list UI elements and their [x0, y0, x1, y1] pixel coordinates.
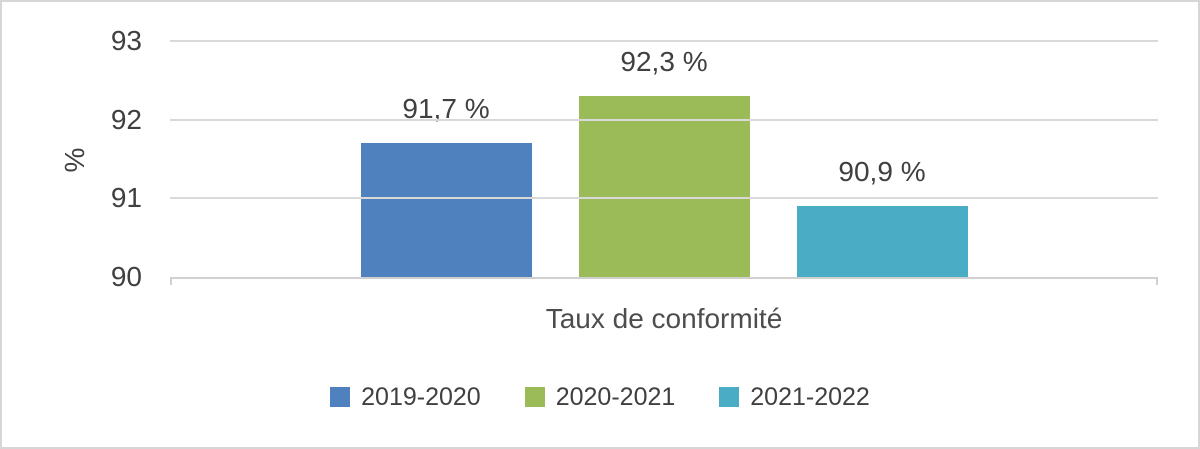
x-axis-tick-left [170, 277, 172, 285]
y-tick-label-92: 92 [110, 103, 142, 135]
x-axis-line [170, 277, 1158, 279]
bar-2021-2022 [796, 206, 968, 277]
gridline-93 [170, 40, 1158, 42]
y-tick-label-91: 91 [110, 182, 142, 214]
legend-label: 2019-2020 [361, 382, 481, 411]
legend-label: 2020-2021 [555, 382, 676, 411]
x-axis-tick-right [1156, 277, 1158, 285]
bar-2020-2021 [578, 96, 750, 277]
bar-group-2020-2021: 92,3 % [578, 41, 750, 277]
bar-data-label: 92,3 % [620, 45, 708, 77]
legend-swatch-icon [524, 387, 545, 407]
bar-group-2021-2022: 90,9 % [796, 41, 968, 277]
bar-group-2019-2020: 91,7 % [360, 41, 532, 277]
gridline-92 [170, 118, 1158, 121]
y-tick-label-93: 93 [110, 25, 142, 56]
legend-item-2020-2021: 2020-2021 [524, 382, 676, 411]
y-axis-tick-labels: 90 91 92 93 [2, 27, 142, 291]
legend-swatch-icon [330, 387, 351, 407]
plot-area: 91,7 % 92,3 % 90,9 % [170, 40, 1158, 285]
bar-data-label: 91,7 % [402, 92, 490, 124]
legend-swatch-icon [719, 387, 740, 407]
bar-data-label: 90,9 % [838, 155, 926, 187]
legend-label: 2021-2022 [750, 382, 870, 411]
y-tick-label-90: 90 [110, 261, 142, 292]
legend-item-2021-2022: 2021-2022 [719, 382, 870, 411]
legend-item-2019-2020: 2019-2020 [330, 382, 481, 411]
gridline-91 [170, 197, 1158, 200]
legend: 2019-2020 2020-2021 2021-2022 [2, 382, 1198, 412]
bar-2019-2020 [360, 143, 532, 277]
x-axis-title: Taux de conformité [545, 303, 783, 334]
bars-layer: 91,7 % 92,3 % 90,9 % [170, 41, 1158, 277]
